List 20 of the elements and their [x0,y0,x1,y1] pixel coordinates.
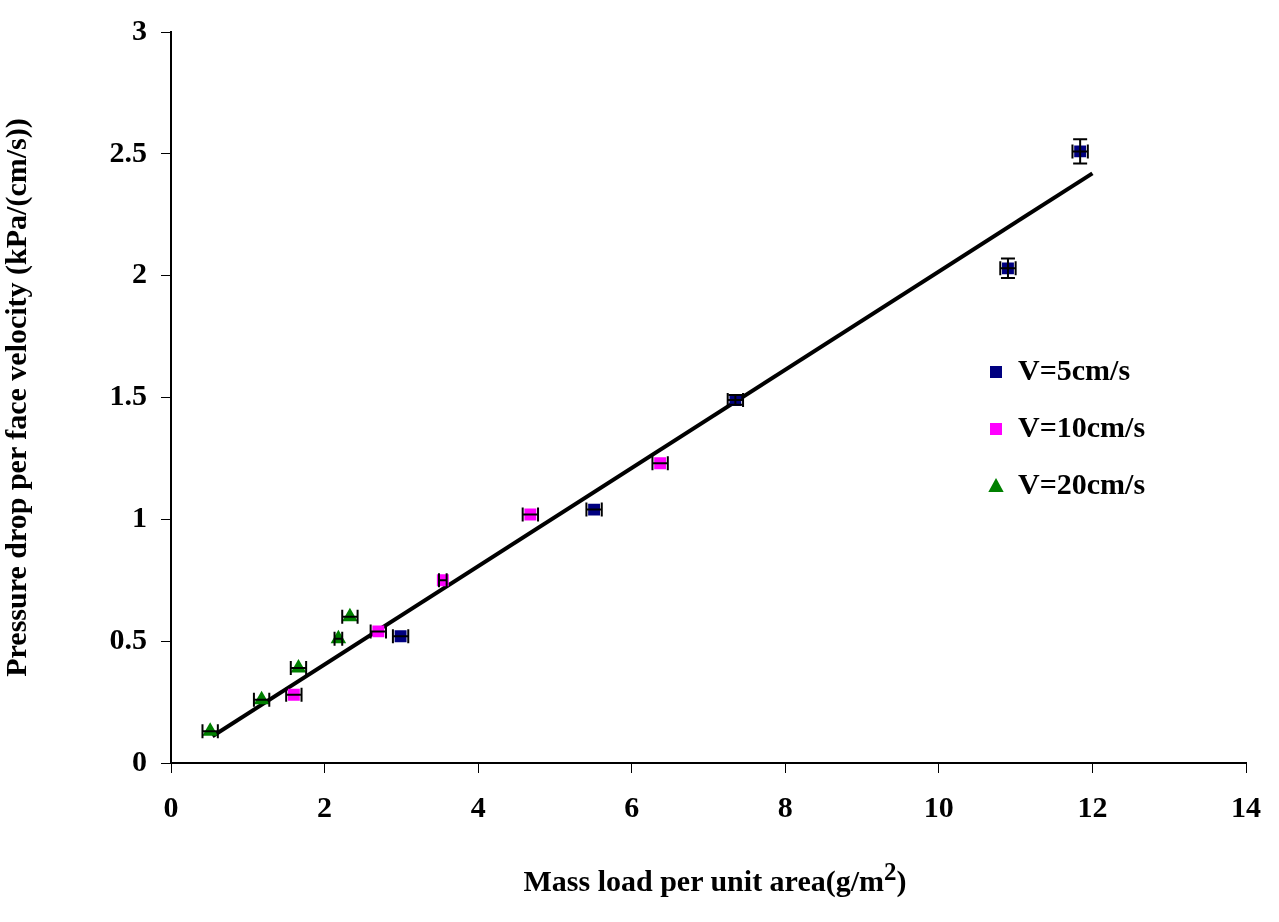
y-tick-label: 0.5 [109,621,147,655]
y-axis-title: Pressure drop per face velocity (kPa/(cm/s)) [0,118,33,677]
legend-label: V=5cm/s [1018,352,1131,386]
x-tick-label: 14 [1231,789,1261,823]
y-tick-label: 0 [132,743,147,777]
x-tick-label: 4 [470,789,486,823]
x-axis-title: Mass load per unit area(g/m$^{2}$) [522,858,908,898]
x-tick-label: 8 [777,789,793,823]
x-tick-label: 10 [923,789,954,823]
y-tick-label: 2.5 [109,134,147,168]
x-tick-label: 12 [1077,789,1108,823]
legend-label: V=10cm/s [1018,409,1146,443]
y-tick-label: 3 [132,12,147,46]
legend-label: V=20cm/s [1018,466,1146,500]
y-tick-label: 1 [132,500,147,534]
x-tick-label: 6 [624,789,640,823]
x-tick-label: 0 [163,789,179,823]
x-tick-label: 2 [317,789,333,823]
y-tick-label: 2 [132,256,147,290]
y-tick-label: 1.5 [109,378,147,412]
